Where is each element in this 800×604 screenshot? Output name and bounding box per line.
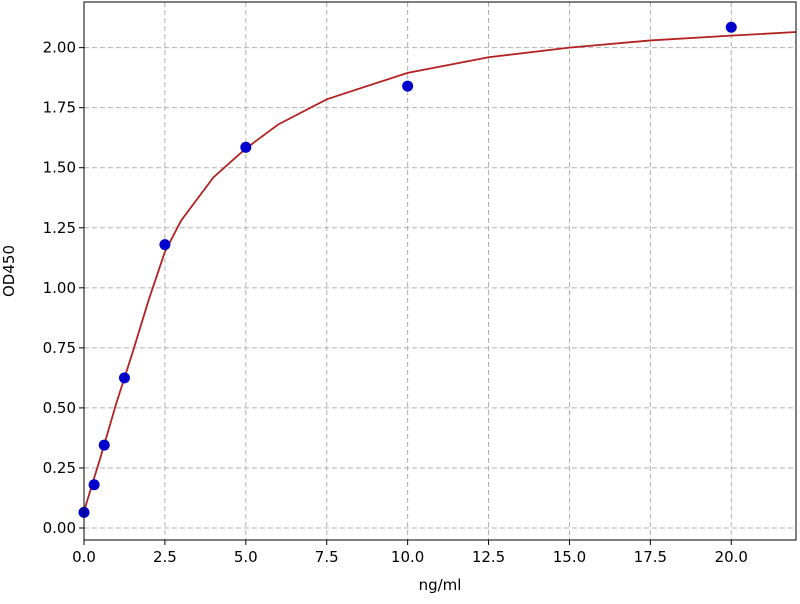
y-tick-label: 1.00 [43, 279, 76, 297]
data-point [118, 372, 130, 384]
y-tick-label: 2.00 [43, 39, 76, 57]
data-point [88, 479, 100, 491]
x-tick-label: 7.5 [315, 548, 339, 566]
y-tick-label: 0.25 [43, 459, 76, 477]
x-tick-label: 12.5 [472, 548, 505, 566]
x-tick-label: 0.0 [72, 548, 96, 566]
y-tick-label: 0.00 [43, 519, 76, 537]
y-tick-label: 0.75 [43, 339, 76, 357]
data-point [159, 239, 171, 251]
x-tick-label: 2.5 [153, 548, 177, 566]
fit-curve [83, 31, 797, 512]
y-axis-label: OD450 [0, 245, 18, 297]
x-tick-label: 10.0 [391, 548, 424, 566]
y-tick-label: 1.50 [43, 159, 76, 177]
data-point [98, 439, 110, 451]
y-tick-label: 0.50 [43, 399, 76, 417]
data-point [240, 141, 252, 153]
x-tick-label: 15.0 [553, 548, 586, 566]
plot-frame [83, 1, 797, 541]
y-tick-label: 1.25 [43, 219, 76, 237]
data-point [725, 21, 737, 33]
x-axis-label: ng/ml [419, 576, 462, 594]
x-tick-label: 5.0 [234, 548, 258, 566]
data-point [402, 80, 414, 92]
x-tick-label: 17.5 [634, 548, 667, 566]
y-tick-label: 1.75 [43, 99, 76, 117]
x-tick-label: 20.0 [715, 548, 748, 566]
